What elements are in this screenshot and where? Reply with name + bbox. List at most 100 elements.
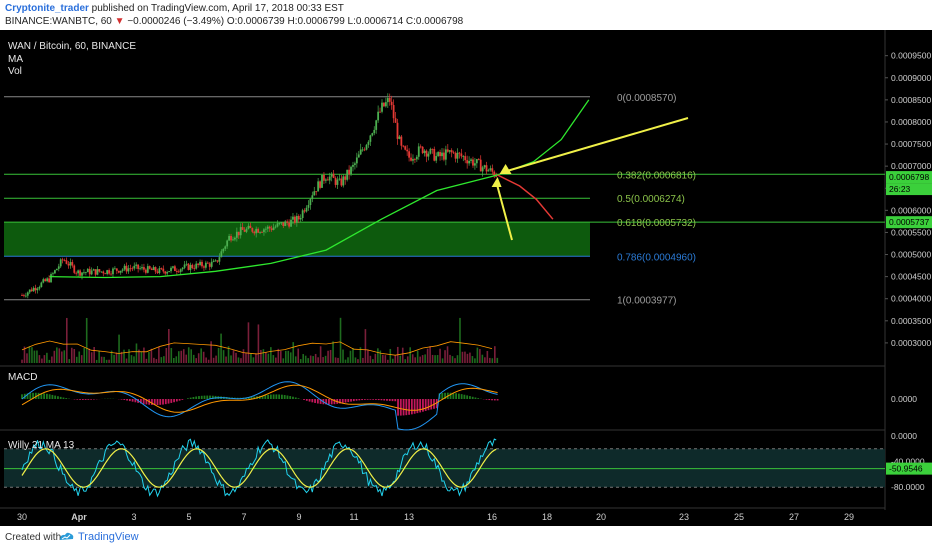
candle-body xyxy=(73,265,76,273)
candle-body xyxy=(112,268,114,275)
candle-body xyxy=(102,271,105,274)
volume-bar xyxy=(260,349,262,363)
macd-histogram-bar xyxy=(167,399,170,404)
macd-histogram-bar xyxy=(397,399,399,416)
volume-bar xyxy=(307,358,309,363)
fib-label: 0.618(0.0005732) xyxy=(617,218,696,229)
volume-bar xyxy=(197,353,200,363)
candle-body xyxy=(369,135,372,142)
volume-bar xyxy=(41,358,43,363)
volume-bar xyxy=(46,352,48,363)
candle-body xyxy=(237,231,240,236)
candle-body xyxy=(218,257,221,262)
candle-body xyxy=(313,191,316,196)
volume-bar xyxy=(70,347,73,363)
macd-title: MACD xyxy=(8,372,37,383)
chart-area[interactable]: 0(0.0008570) 0.382(0.0006816) 0.5(0.000627… xyxy=(0,30,932,526)
macd-histogram-bar xyxy=(81,399,84,400)
volume-bar xyxy=(471,356,474,363)
volume-bar xyxy=(172,357,175,363)
macd-histogram-bar xyxy=(491,399,493,401)
tradingview-brand[interactable]: TradingView xyxy=(78,531,139,543)
time-axis[interactable]: 30 Apr 3 5 7 9 11 13 16 18 20 23 25 27 29 xyxy=(0,507,885,522)
candle-body xyxy=(361,149,364,151)
volume-bar xyxy=(484,357,486,363)
volume-bar xyxy=(280,351,282,363)
volume-bar xyxy=(245,352,247,363)
candle-body xyxy=(108,270,110,274)
volume-bar xyxy=(128,349,130,363)
willy-title: Willy 21 MA 13 xyxy=(8,440,75,451)
arrowhead-icon xyxy=(491,176,502,187)
macd-histogram-bar xyxy=(294,397,297,399)
volume-bar xyxy=(342,349,344,363)
candle-body xyxy=(348,169,350,175)
volume-bar xyxy=(165,347,168,363)
candle-body xyxy=(117,270,120,273)
volume-bar xyxy=(75,356,78,363)
volume-bar xyxy=(31,347,33,363)
candle-body xyxy=(177,271,180,273)
arrow-vertical xyxy=(495,182,513,241)
fib-zone xyxy=(4,222,590,257)
macd-histogram-bar xyxy=(408,399,410,415)
author-link[interactable]: Cryptonite_trader xyxy=(5,3,89,14)
volume-bar xyxy=(270,347,272,363)
candle-body xyxy=(276,223,279,227)
macd-histogram-bar xyxy=(48,394,51,399)
macd-histogram-bar xyxy=(151,399,153,405)
volume-bar xyxy=(103,356,105,363)
macd-pane[interactable] xyxy=(21,381,499,431)
candle-body xyxy=(290,219,292,227)
volume-bar xyxy=(429,346,431,363)
candle-body xyxy=(48,278,50,283)
macd-histogram-bar xyxy=(316,399,319,404)
volume-bar xyxy=(481,354,484,363)
macd-histogram-bar xyxy=(139,399,142,404)
willy-pane[interactable] xyxy=(4,438,885,498)
time-tick-label: 11 xyxy=(349,512,358,522)
price-pane[interactable]: 0(0.0008570) 0.382(0.0006816) 0.5(0.000627… xyxy=(4,93,885,307)
candle-body xyxy=(323,174,325,181)
candle-body xyxy=(36,288,39,291)
time-tick-label: 25 xyxy=(734,512,744,522)
candle-body xyxy=(204,262,207,268)
legend-ma: MA xyxy=(8,54,23,65)
volume-bar xyxy=(431,354,434,363)
macd-histogram-bar xyxy=(341,399,344,404)
willy-axis-label: 0.0000 xyxy=(891,431,917,441)
macd-histogram-bar xyxy=(444,392,446,399)
candle-body xyxy=(479,159,482,172)
volume-bar xyxy=(369,355,372,363)
candle-body xyxy=(133,265,136,269)
volume-bar xyxy=(322,357,324,363)
time-tick-label: 18 xyxy=(542,512,552,522)
candle-body xyxy=(162,268,165,272)
candle-body xyxy=(398,136,401,139)
volume-bar xyxy=(90,352,93,363)
volume-bar xyxy=(419,356,421,363)
volume-bar xyxy=(344,359,347,363)
volume-bar xyxy=(26,353,28,363)
macd-histogram-bar xyxy=(164,399,167,405)
ohlc-values: O:0.0006739 H:0.0006799 L:0.0006714 C:0.… xyxy=(226,16,464,27)
macd-histogram-bar xyxy=(319,399,322,404)
volume-bar xyxy=(153,357,155,363)
volume-bar xyxy=(357,359,359,363)
macd-histogram-bar xyxy=(347,399,350,403)
candle-body xyxy=(388,98,391,102)
candle-body xyxy=(255,228,258,234)
candle-body xyxy=(303,210,306,212)
legend-vol: Vol xyxy=(8,66,22,77)
candle-body xyxy=(381,102,383,112)
candle-body xyxy=(446,149,449,152)
price-axis[interactable]: 0.0009500 0.0009000 0.0008500 0.0008000 0.00… xyxy=(885,51,932,493)
macd-histogram-bar xyxy=(142,399,145,404)
candle-body xyxy=(28,289,31,293)
candle-body xyxy=(396,122,399,139)
candle-body xyxy=(408,151,410,158)
candle-body xyxy=(193,268,196,269)
volume-bar xyxy=(100,356,103,363)
candle-body xyxy=(57,266,60,269)
macd-histogram-bar xyxy=(435,399,438,409)
